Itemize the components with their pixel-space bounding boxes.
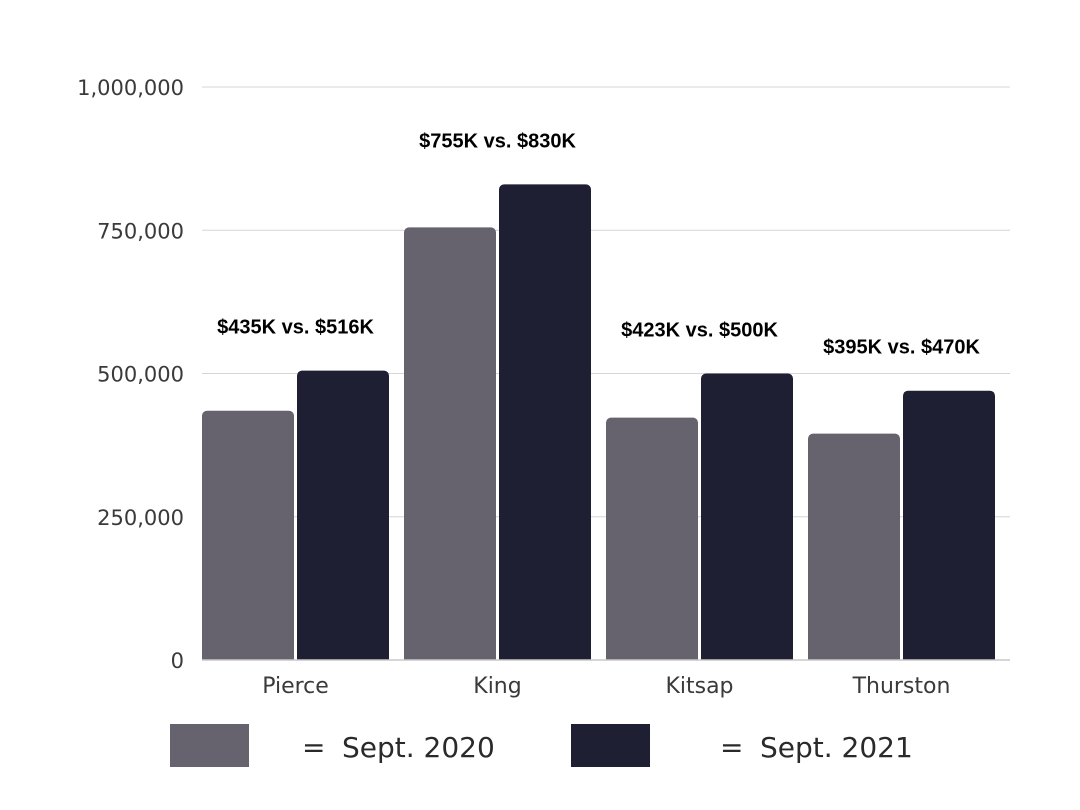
value-annotation: $435K vs. $516K <box>217 317 374 339</box>
bar-base <box>499 654 591 660</box>
y-tick-label: 250,000 <box>97 506 184 530</box>
bar-base <box>903 654 995 660</box>
y-axis-tick-labels: 0 250,000 500,000 750,000 1,000,000 <box>77 76 184 673</box>
bar-kitsap-series-1 <box>606 417 698 660</box>
category-label: Pierce <box>262 674 329 699</box>
bar-pierce-series-2 <box>297 370 389 660</box>
legend-equals: = <box>302 731 325 764</box>
category-label: King <box>473 674 521 699</box>
y-tick-label: 0 <box>171 649 184 673</box>
bar-base <box>808 654 900 660</box>
value-annotation: $423K vs. $500K <box>621 320 778 342</box>
bar-kitsap-series-2 <box>701 373 793 660</box>
legend-swatch <box>170 724 249 767</box>
category-label: Thurston <box>852 674 951 699</box>
bar-base <box>202 654 294 660</box>
bars <box>202 184 995 660</box>
bar-base <box>701 654 793 660</box>
legend-label: Sept. 2020 <box>342 731 495 764</box>
y-tick-label: 500,000 <box>97 363 184 387</box>
value-annotation: $755K vs. $830K <box>419 130 576 152</box>
bar-king-series-2 <box>499 184 591 660</box>
value-annotation: $395K vs. $470K <box>823 337 980 359</box>
bar-thurston-series-1 <box>808 433 900 660</box>
bar-base <box>404 654 496 660</box>
bar-base <box>606 654 698 660</box>
legend-label: Sept. 2021 <box>760 731 913 764</box>
y-tick-label: 750,000 <box>97 219 184 243</box>
bar-base <box>297 654 389 660</box>
category-labels: Pierce King Kitsap Thurston <box>262 674 950 699</box>
legend-equals: = <box>720 731 743 764</box>
bar-king-series-1 <box>404 227 496 660</box>
bar-annotations: $435K vs. $516K $755K vs. $830K $423K vs. … <box>217 130 980 358</box>
bar-pierce-series-1 <box>202 410 294 660</box>
category-label: Kitsap <box>665 674 733 699</box>
legend-swatch <box>571 724 650 767</box>
y-tick-label: 1,000,000 <box>77 76 184 100</box>
bar-thurston-series-2 <box>903 390 995 660</box>
legend: = Sept. 2020 = Sept. 2021 <box>170 724 913 767</box>
